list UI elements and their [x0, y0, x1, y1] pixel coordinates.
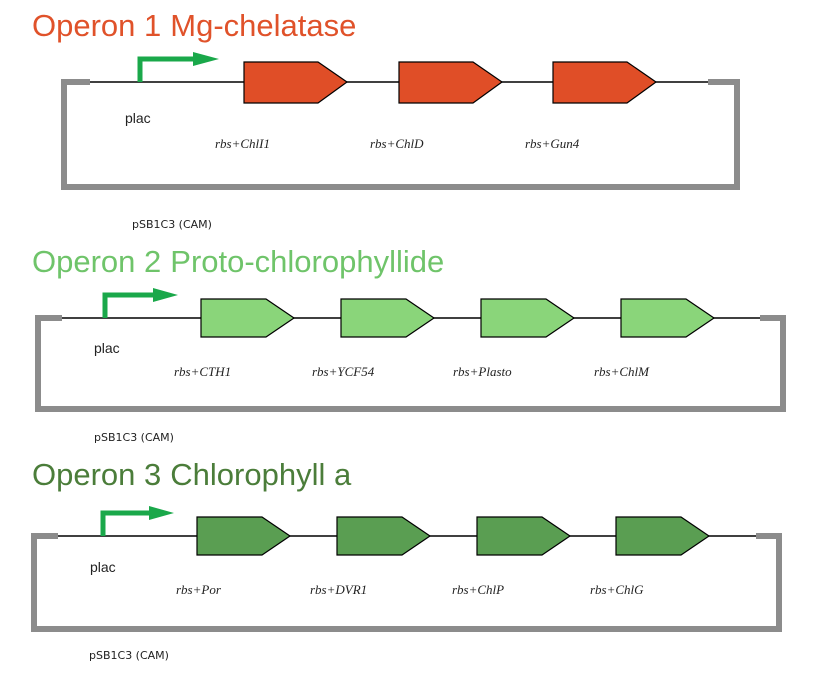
operon-3-vector-label: pSB1C3 (CAM) [89, 649, 169, 662]
operon-1-title: Operon 1 Mg-chelatase [32, 10, 356, 41]
operon-3-gene-arrow [615, 516, 711, 556]
operon-2-product: Proto-chlorophyllide [170, 244, 445, 279]
operon-3-product: Chlorophyll a [170, 457, 352, 492]
operon-2-promoter-arrow [102, 288, 178, 318]
operon-1-promoter-label: plac [125, 110, 151, 126]
operon-3-gene-label: rbs+ChlG [590, 582, 644, 597]
operon-3-promoter-arrow [100, 506, 174, 536]
operon-1-number: Operon 1 [32, 8, 162, 43]
operon-1-backbone [61, 79, 740, 190]
operon-2-construct: plac rbs+CTH1 rbs+YCF54 rbs+Plasto rbs+C… [35, 288, 786, 444]
operon-3-number: Operon 3 [32, 457, 162, 492]
operon-2-promoter-label: plac [94, 340, 120, 356]
operon-2-gene-label: rbs+Plasto [453, 364, 512, 379]
operon-1-construct: plac rbs+ChlI1 rbs+ChlD rbs+Gun4 pSB1C3 … [61, 52, 740, 231]
operon-1-gene-label: rbs+Gun4 [525, 136, 580, 151]
operon-3-gene-arrow [336, 516, 432, 556]
operon-2-gene-label: rbs+CTH1 [174, 364, 231, 379]
operon-3-title: Operon 3 Chlorophyll a [32, 459, 351, 490]
operon-1-gene-arrow [398, 61, 504, 104]
operon-1-gene-arrow [552, 61, 658, 104]
operon-2-gene-arrow [340, 298, 436, 338]
operon-2-title: Operon 2 Proto-chlorophyllide [32, 246, 444, 277]
operon-1-gene-arrow [243, 61, 349, 104]
operon-1-gene-label: rbs+ChlD [370, 136, 424, 151]
operon-3-promoter-label: plac [90, 559, 116, 575]
operon-2-gene-label: rbs+ChlM [594, 364, 650, 379]
operon-3-gene-arrow [476, 516, 572, 556]
operon-2-gene-label: rbs+YCF54 [312, 364, 375, 379]
operon-2-gene-arrow [200, 298, 296, 338]
operon-3-gene-label: rbs+ChlP [452, 582, 504, 597]
operon-1-vector-label: pSB1C3 (CAM) [132, 218, 212, 231]
operon-3-gene-label: rbs+DVR1 [310, 582, 367, 597]
operon-2-number: Operon 2 [32, 244, 162, 279]
operon-3-gene-label: rbs+Por [176, 582, 222, 597]
operon-1-product: Mg-chelatase [170, 8, 357, 43]
operon-1-promoter-arrow [137, 52, 219, 82]
operon-3-backbone [31, 533, 782, 632]
operon-1-gene-label: rbs+ChlI1 [215, 136, 270, 151]
operon-2-gene-arrow [620, 298, 716, 338]
operon-3-gene-arrow [196, 516, 292, 556]
operon-2-gene-arrow [480, 298, 576, 338]
operon-3-construct: plac rbs+Por rbs+DVR1 rbs+ChlP rbs+ChlG … [31, 506, 782, 662]
operon-2-backbone [35, 315, 786, 412]
operon-2-vector-label: pSB1C3 (CAM) [94, 431, 174, 444]
